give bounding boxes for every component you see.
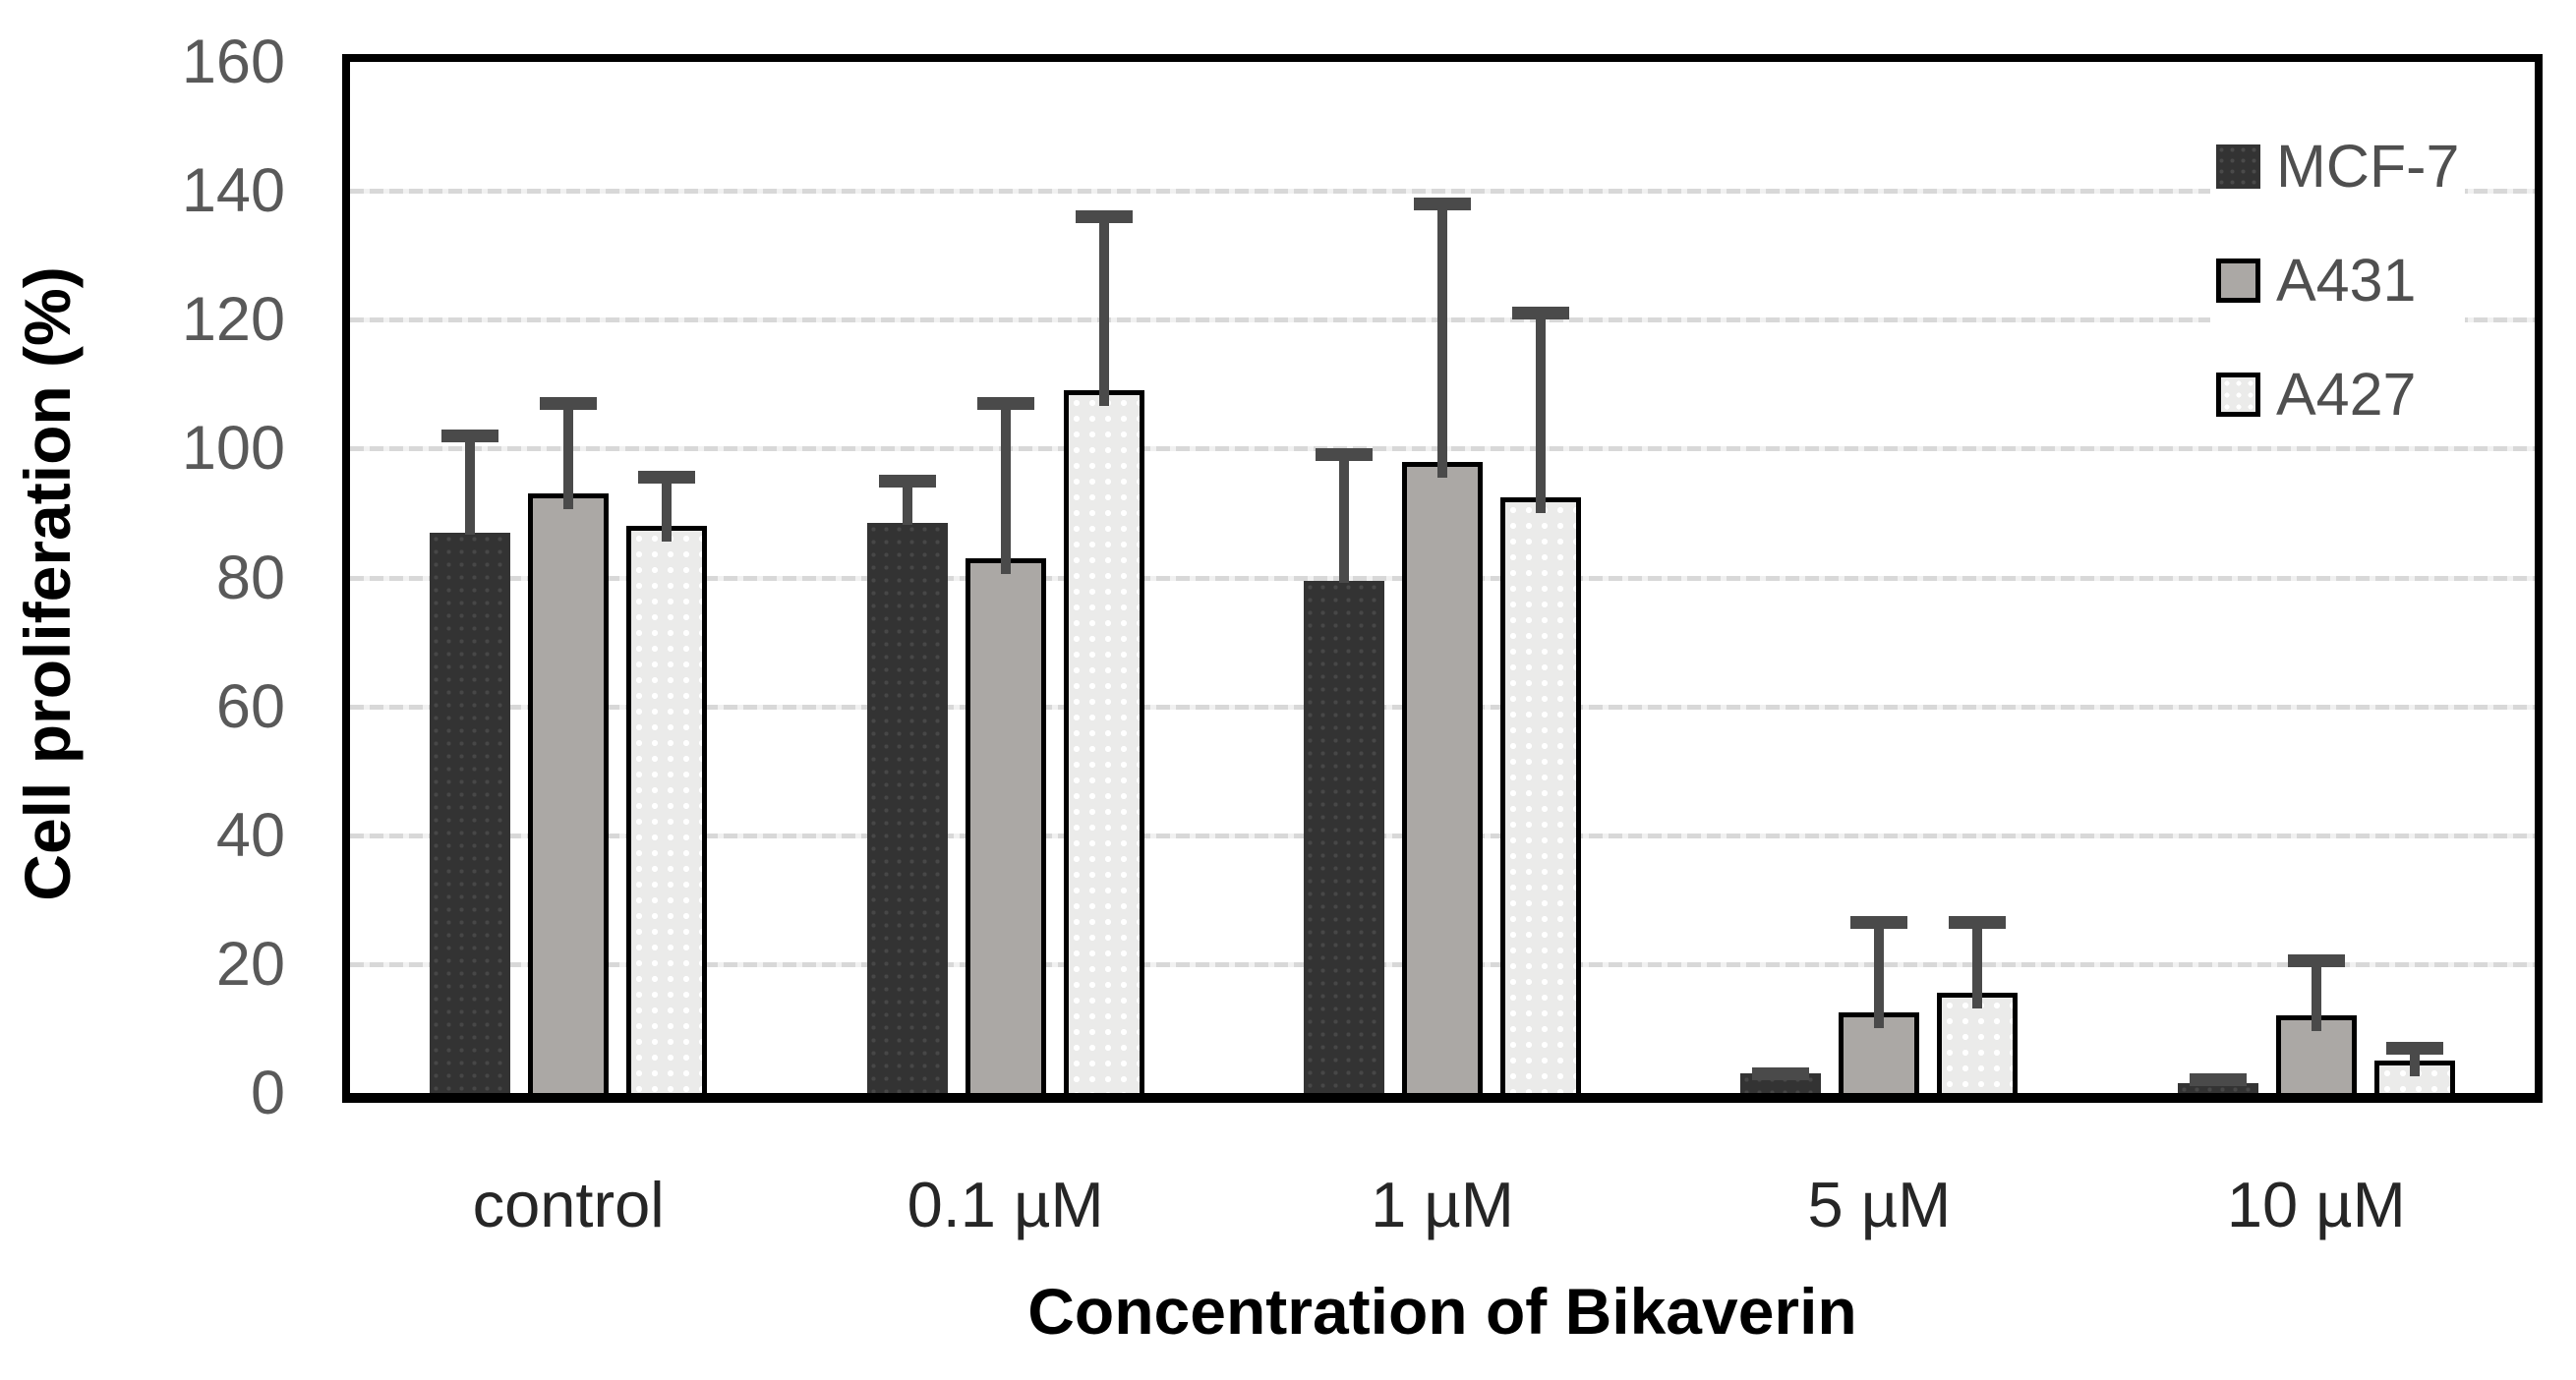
error-bar-cap	[638, 471, 696, 485]
error-bar-stem	[1536, 307, 1546, 513]
error-bar-stem	[1972, 915, 1983, 1009]
error-bar-cap	[1512, 307, 1569, 320]
legend-row-a427: A427	[2216, 364, 2459, 424]
x-category-label: 1 µM	[1371, 1169, 1514, 1240]
error-bar-stem	[563, 396, 574, 510]
y-axis-title: Cell proliferation (%)	[11, 266, 84, 901]
legend-label: MCF-7	[2276, 132, 2460, 200]
x-category-label: 0.1 µM	[907, 1169, 1104, 1240]
bar-mcf7-0.1M	[866, 522, 948, 1093]
plot-area	[342, 54, 2543, 1103]
legend: MCF-7 A431 A427	[2210, 136, 2466, 424]
error-bar-stem	[1874, 915, 1885, 1029]
error-bar-stem	[662, 471, 673, 543]
error-bar-cap	[1414, 197, 1471, 210]
error-bar-cap	[2385, 1041, 2443, 1055]
bar-mcf7-1M	[1304, 580, 1384, 1093]
legend-swatch-icon	[2216, 372, 2260, 417]
error-bar-cap	[441, 429, 499, 442]
x-axis-title: Concentration of Bikaverin	[1027, 1275, 1857, 1348]
plot-inner	[350, 62, 2535, 1093]
error-bar-cap	[878, 474, 936, 488]
error-bar-cap	[976, 396, 1034, 410]
y-tick-label-60: 60	[215, 671, 285, 741]
error-bar-cap	[1949, 915, 2007, 929]
y-tick-label-80: 80	[215, 543, 285, 612]
error-bar-stem	[1000, 396, 1011, 574]
error-bar-cap	[2189, 1073, 2247, 1087]
y-tick-label-100: 100	[181, 414, 285, 484]
bar-mcf7-control	[430, 532, 511, 1093]
error-bar-stem	[902, 474, 912, 525]
error-bar-cap	[1752, 1066, 1810, 1080]
legend-row-mcf7: MCF-7	[2216, 136, 2459, 196]
y-tick-label-40: 40	[215, 800, 285, 870]
x-category-label: 5 µM	[1807, 1169, 1952, 1240]
error-bar-cap	[1316, 448, 1373, 462]
bar-a431-10M	[2275, 1015, 2357, 1093]
bar-a431-control	[528, 493, 610, 1093]
error-bar-stem	[2311, 954, 2321, 1032]
legend-row-a431: A431	[2216, 250, 2459, 310]
y-tick-label-120: 120	[181, 285, 285, 355]
legend-label: A427	[2276, 360, 2417, 428]
error-bar-cap	[1075, 209, 1133, 223]
bar-a427-control	[626, 526, 708, 1093]
bar-mcf7-10M	[2177, 1083, 2258, 1093]
legend-swatch-icon	[2216, 144, 2260, 189]
gridline-y140	[350, 189, 2535, 195]
x-category-label: 10 µM	[2226, 1169, 2406, 1240]
bar-a427-5M	[1937, 993, 2019, 1093]
legend-swatch-icon	[2216, 258, 2260, 303]
error-bar-stem	[1437, 197, 1447, 478]
bar-a431-0.1M	[965, 557, 1046, 1093]
bar-a427-0.1M	[1063, 390, 1144, 1093]
y-tick-label-20: 20	[215, 929, 285, 999]
error-bar-stem	[1098, 209, 1109, 407]
y-tick-label-140: 140	[181, 156, 285, 226]
x-category-label: control	[472, 1169, 665, 1240]
y-tick-label-0: 0	[250, 1059, 285, 1127]
bar-a427-1M	[1500, 496, 1581, 1093]
error-bar-cap	[540, 396, 598, 410]
bar-a431-1M	[1402, 461, 1483, 1093]
error-bar-stem	[465, 429, 476, 535]
error-bar-stem	[1339, 448, 1349, 583]
error-bar-stem	[2409, 1041, 2420, 1077]
error-bar-cap	[1850, 915, 1908, 929]
legend-label: A431	[2276, 246, 2417, 314]
y-tick-label-160: 160	[181, 28, 285, 96]
error-bar-cap	[2287, 954, 2345, 968]
